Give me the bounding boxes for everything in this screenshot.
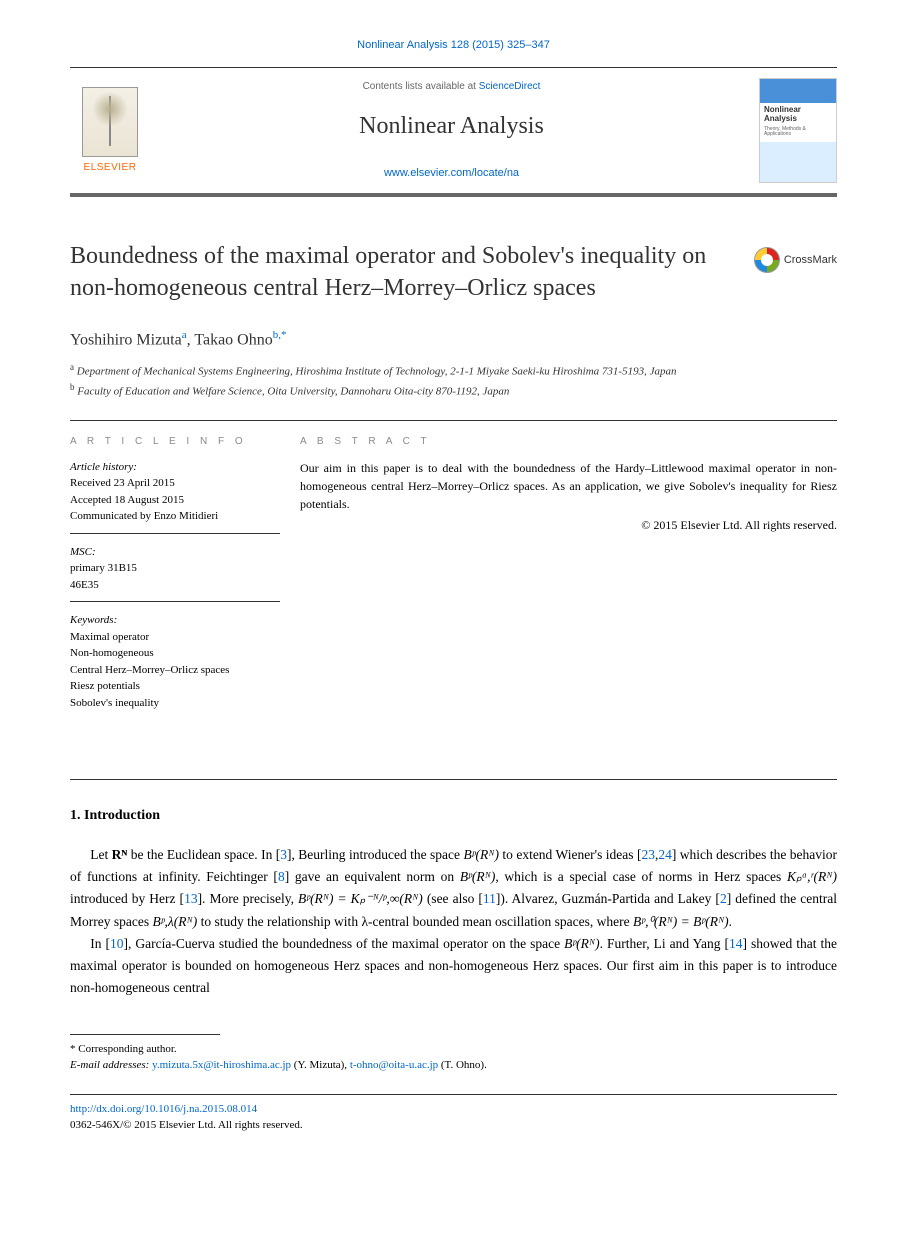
cover-title: Nonlinear Analysis: [760, 103, 836, 127]
article-info-label: A R T I C L E I N F O: [70, 435, 280, 449]
received-line: Received 23 April 2015: [70, 477, 175, 489]
corresponding-author-note: * Corresponding author.: [70, 1041, 837, 1058]
msc-primary: primary 31B15: [70, 562, 137, 574]
elsevier-wordmark: ELSEVIER: [84, 161, 137, 175]
title-block: Boundedness of the maximal operator and …: [70, 241, 837, 303]
history-heading: Article history:: [70, 461, 137, 473]
email-2-who: (T. Ohno).: [438, 1059, 487, 1071]
keywords-heading: Keywords:: [70, 614, 117, 626]
email-line: E-mail addresses: y.mizuta.5x@it-hiroshi…: [70, 1057, 837, 1074]
authors-line: Yoshihiro Mizutaa, Takao Ohnob,*: [70, 328, 837, 352]
affiliation-a: a Department of Mechanical Systems Engin…: [70, 361, 837, 380]
info-abstract-row: A R T I C L E I N F O Article history: R…: [70, 435, 837, 730]
intro-paragraph-1: Let Rᴺ be the Euclidean space. In [3], B…: [70, 844, 837, 933]
sciencedirect-link[interactable]: ScienceDirect: [479, 81, 541, 92]
abstract-copyright: © 2015 Elsevier Ltd. All rights reserved…: [300, 517, 837, 534]
elsevier-tree-icon: [82, 87, 138, 157]
affiliations: a Department of Mechanical Systems Engin…: [70, 361, 837, 399]
footnotes: * Corresponding author. E-mail addresses…: [70, 1041, 837, 1074]
contents-available-line: Contents lists available at ScienceDirec…: [150, 80, 753, 94]
cover-bottom-band: [760, 142, 836, 182]
journal-url[interactable]: www.elsevier.com/locate/na: [150, 166, 753, 181]
keyword-item: Maximal operator: [70, 631, 149, 643]
citation-line: Nonlinear Analysis 128 (2015) 325–347: [70, 38, 837, 53]
bottom-bar: http://dx.doi.org/10.1016/j.na.2015.08.0…: [70, 1094, 837, 1134]
crossmark-badge[interactable]: CrossMark: [754, 247, 837, 273]
article-title: Boundedness of the maximal operator and …: [70, 241, 754, 303]
msc-heading: MSC:: [70, 546, 96, 558]
keyword-item: Sobolev's inequality: [70, 697, 159, 709]
email-2[interactable]: t-ohno@oita-u.ac.jp: [350, 1059, 438, 1071]
cover-subtitle: Theory, Methods & Applications: [760, 127, 836, 138]
contents-prefix: Contents lists available at: [363, 81, 479, 92]
issn-line: 0362-546X/© 2015 Elsevier Ltd. All right…: [70, 1119, 303, 1131]
journal-header: ELSEVIER Contents lists available at Sci…: [70, 67, 837, 197]
keywords-block: Keywords: Maximal operator Non-homogeneou…: [70, 612, 280, 719]
keyword-item: Non-homogeneous: [70, 647, 154, 659]
email-1[interactable]: y.mizuta.5x@it-hiroshima.ac.jp: [152, 1059, 291, 1071]
journal-name: Nonlinear Analysis: [150, 110, 753, 144]
crossmark-label: CrossMark: [784, 253, 837, 268]
communicated-line: Communicated by Enzo Mitidieri: [70, 510, 218, 522]
article-info-column: A R T I C L E I N F O Article history: R…: [70, 435, 300, 730]
abstract-column: A B S T R A C T Our aim in this paper is…: [300, 435, 837, 730]
elsevier-logo: ELSEVIER: [70, 68, 150, 193]
keyword-item: Riesz potentials: [70, 680, 140, 692]
abstract-text: Our aim in this paper is to deal with th…: [300, 459, 837, 513]
abstract-label: A B S T R A C T: [300, 435, 837, 449]
doi-link[interactable]: http://dx.doi.org/10.1016/j.na.2015.08.0…: [70, 1103, 257, 1115]
journal-cover-thumbnail: Nonlinear Analysis Theory, Methods & App…: [759, 78, 837, 183]
article-history-block: Article history: Received 23 April 2015 …: [70, 459, 280, 534]
rule-below-abstract: [70, 779, 837, 780]
affiliation-b: b Faculty of Education and Welfare Scien…: [70, 381, 837, 400]
footnote-separator: [70, 1034, 220, 1035]
email-label: E-mail addresses:: [70, 1059, 152, 1071]
cover-top-band: [760, 79, 836, 103]
msc-block: MSC: primary 31B15 46E35: [70, 544, 280, 603]
keyword-item: Central Herz–Morrey–Orlicz spaces: [70, 664, 229, 676]
msc-secondary: 46E35: [70, 579, 99, 591]
rule-above-info: [70, 420, 837, 421]
header-center: Contents lists available at ScienceDirec…: [150, 68, 753, 193]
email-1-who: (Y. Mizuta),: [291, 1059, 350, 1071]
section-1-heading: 1. Introduction: [70, 806, 837, 826]
crossmark-icon: [754, 247, 780, 273]
intro-paragraph-2: In [10], García-Cuerva studied the bound…: [70, 933, 837, 1000]
accepted-line: Accepted 18 August 2015: [70, 494, 184, 506]
